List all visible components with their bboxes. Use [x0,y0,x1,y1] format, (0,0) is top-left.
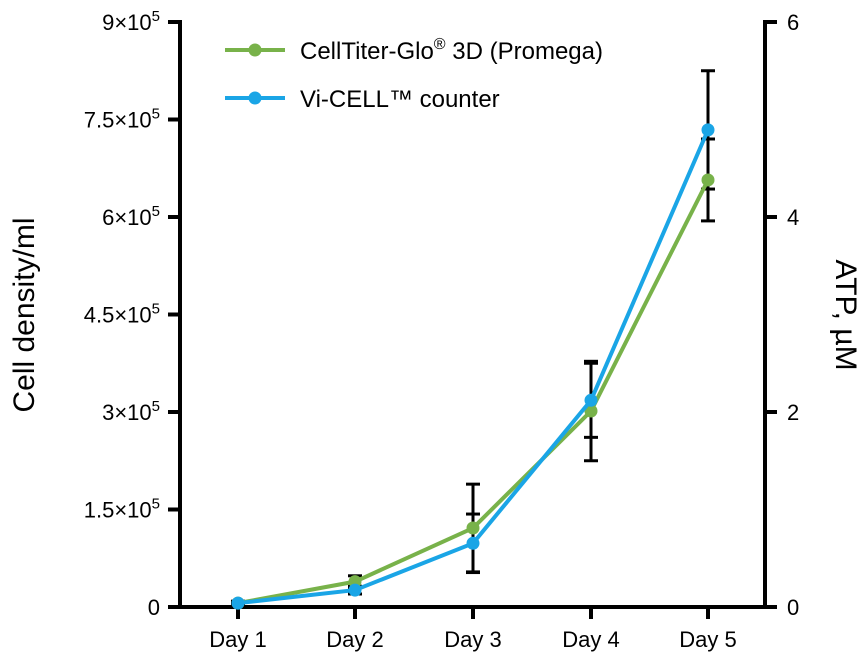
y-left-tick-label: 1.5×105 [84,496,160,523]
y-left-tick-label: 6×105 [102,203,160,230]
legend-label: CellTiter-Glo® 3D (Promega) [300,36,603,65]
y-left-tick-label: 3×105 [102,398,160,425]
x-tick-label: Day 4 [562,627,619,652]
x-tick-label: Day 3 [444,627,501,652]
y-left-tick-label: 7.5×105 [84,106,160,133]
legend-marker [248,43,262,57]
y-right-tick-label: 6 [787,10,799,35]
y-right-tick-label: 0 [787,595,799,620]
series-marks [231,69,715,610]
y-right-tick-label: 4 [787,205,799,230]
data-point [584,404,598,418]
y-left-tick-label: 4.5×105 [84,301,160,328]
data-point [466,536,480,550]
data-point [701,123,715,137]
y-right-axis-label: ATP, µM [829,259,862,370]
data-point [701,173,715,187]
legend-marker [248,91,262,105]
y-left-tick-label: 0 [148,595,160,620]
data-point [466,521,480,535]
data-point [584,393,598,407]
legend-label: Vi-CELL™ counter [300,86,500,113]
x-tick-label: Day 2 [326,627,383,652]
axes: 0 1.5×105 3×105 4.5×105 6×105 7.5×105 9×105 0 2 4… [84,8,800,652]
legend: CellTiter-Glo® 3D (Promega) Vi-CELL™ coun… [225,36,603,113]
x-tick-label: Day 5 [679,627,736,652]
x-tick-label: Day 1 [209,627,266,652]
data-point [348,583,362,597]
y-right-tick-label: 2 [787,400,799,425]
y-left-axis-label: Cell density/ml [8,217,41,412]
data-point [231,596,245,610]
y-left-tick-label: 9×105 [102,8,160,35]
